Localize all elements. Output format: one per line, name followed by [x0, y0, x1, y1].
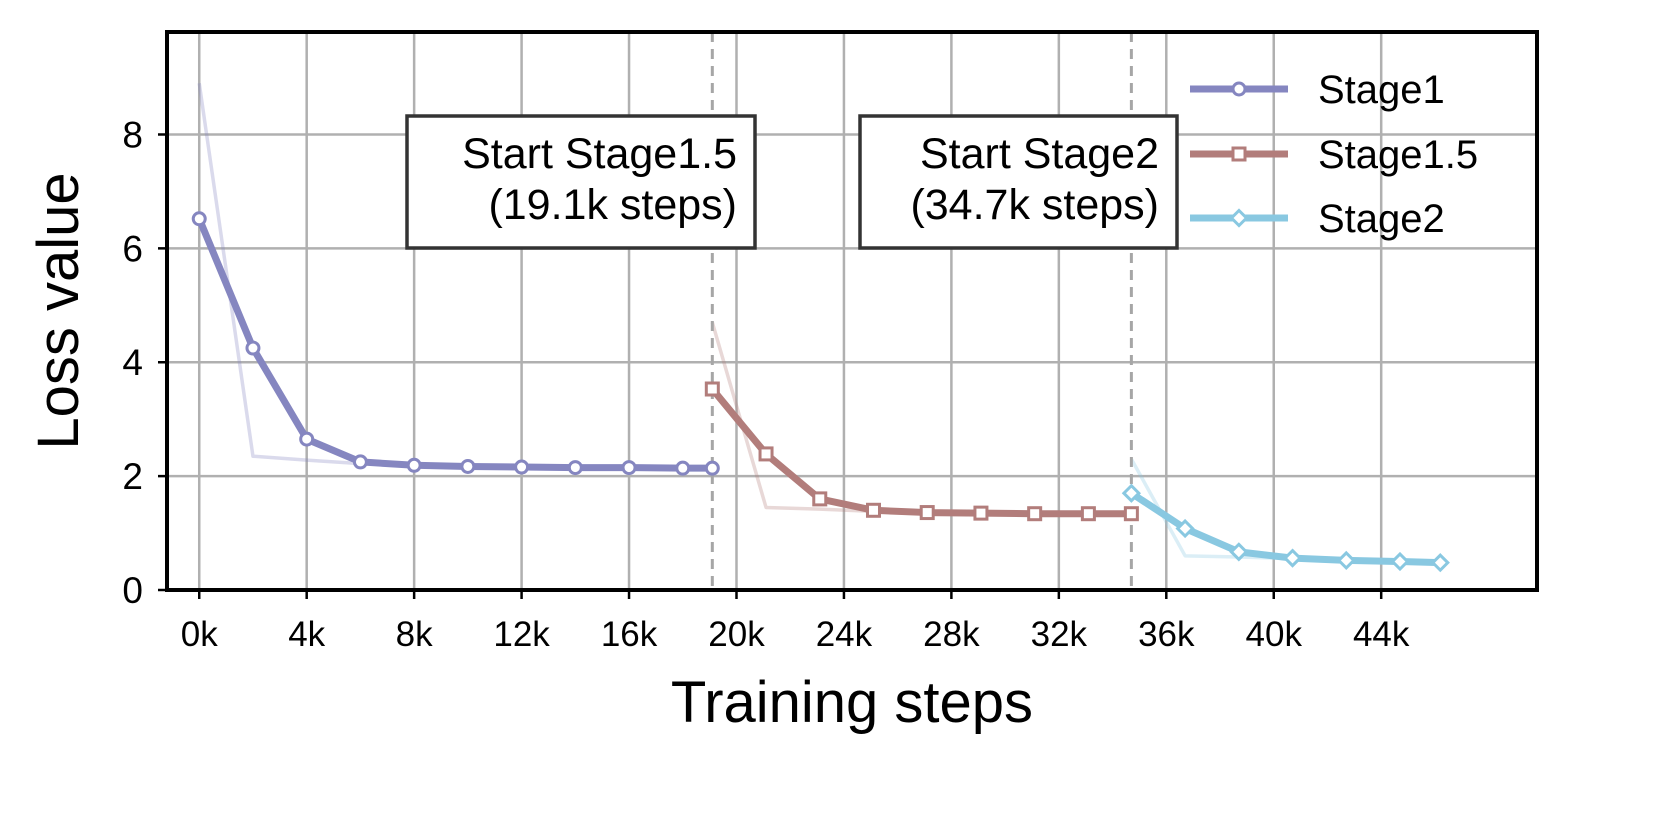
y-axis-label: Loss value [26, 172, 91, 449]
legend-label: Stage1.5 [1318, 133, 1478, 177]
legend-item-stage2: Stage2 [1190, 197, 1445, 241]
data-point-stage1-5 [973, 505, 989, 521]
data-point-stage2 [1430, 553, 1450, 573]
series-line-stage1-5 [708, 385, 1135, 518]
data-point-stage1 [621, 460, 637, 476]
x-tick-label: 32k [1031, 615, 1088, 654]
x-axis-label: Training steps [671, 670, 1033, 735]
x-tick-label: 4k [288, 615, 325, 654]
x-tick-label: 44k [1353, 615, 1410, 654]
data-point-stage1-5 [704, 381, 720, 397]
data-point-stage2 [1336, 550, 1356, 571]
x-tick-label: 16k [601, 615, 658, 654]
data-point-stage1-5 [1080, 506, 1096, 522]
annotation-line1: Start Stage2 [920, 130, 1159, 178]
data-point-stage1 [567, 460, 583, 476]
x-tick-label: 20k [708, 615, 765, 654]
data-point-stage1 [245, 340, 261, 356]
y-tick-label: 2 [122, 456, 143, 497]
data-point-stage1-5 [1123, 506, 1139, 522]
data-point-stage1-5 [919, 505, 935, 521]
legend: Stage1 Stage1.5 Stage2 [1190, 68, 1478, 241]
series-stage1-5 [704, 381, 1139, 522]
data-point-stage1 [675, 460, 691, 476]
data-point-stage1 [191, 211, 207, 227]
x-tick-label: 28k [923, 615, 980, 654]
data-point-stage2 [1175, 518, 1195, 539]
x-tick-label: 40k [1246, 615, 1303, 654]
series-stage1 [191, 211, 720, 476]
annotation-frame [405, 114, 757, 250]
data-point-stage1 [352, 454, 368, 470]
legend-item-stage1-5: Stage1.5 [1190, 133, 1478, 177]
x-tick-label: 8k [396, 615, 433, 654]
annotation-line2: (34.7k steps) [910, 181, 1159, 229]
data-point-stage2 [1390, 551, 1410, 572]
y-tick-label: 6 [122, 228, 143, 269]
legend-marker [1231, 146, 1247, 162]
y-tick-label: 8 [122, 114, 143, 155]
tick-layer: 0k 4k 8k 12k 16k 20k 24k 28k 32k 36k 40k 44k 0 2 4 6 8 [122, 114, 1409, 654]
series-stage2 [1121, 483, 1450, 573]
legend-marker [1229, 208, 1249, 228]
annotation-line1: Start Stage1.5 [462, 130, 737, 178]
annotation-frame [858, 114, 1179, 250]
data-point-stage1 [460, 458, 476, 474]
legend-marker [1231, 81, 1247, 97]
data-point-stage1-5 [758, 446, 774, 462]
x-tick-label: 24k [816, 615, 873, 654]
annotation-line2: (19.1k steps) [488, 181, 737, 229]
annotation-layer: Start Stage1.5(19.1k steps)Start Stage2(… [405, 114, 1179, 250]
data-point-stage1 [704, 460, 720, 476]
data-point-stage2 [1121, 483, 1141, 503]
annotation-box: Start Stage2(34.7k steps) [858, 114, 1179, 250]
series-line-stage1 [195, 215, 716, 472]
y-tick-label: 0 [122, 570, 143, 611]
data-point-stage2 [1229, 542, 1249, 562]
legend-label: Stage2 [1318, 197, 1445, 241]
y-tick-label: 4 [122, 342, 143, 383]
annotation-box: Start Stage1.5(19.1k steps) [405, 114, 757, 250]
data-point-stage1-5 [865, 502, 881, 518]
raw-line-stage1-5 [710, 321, 1132, 516]
x-tick-label: 36k [1138, 615, 1195, 654]
x-tick-label: 0k [181, 615, 218, 654]
data-point-stage2 [1282, 548, 1303, 568]
plot-frame [165, 30, 1539, 592]
series-layer [191, 211, 1450, 573]
legend-item-stage1: Stage1 [1190, 68, 1445, 112]
data-point-stage1 [406, 457, 422, 473]
x-tick-label: 12k [493, 615, 550, 654]
data-point-stage1-5 [812, 491, 828, 507]
data-point-stage1-5 [1027, 506, 1043, 522]
raw-line-stage2 [1129, 458, 1441, 565]
data-point-stage1 [299, 431, 315, 447]
legend-label: Stage1 [1318, 68, 1445, 112]
data-point-stage1 [514, 459, 530, 475]
